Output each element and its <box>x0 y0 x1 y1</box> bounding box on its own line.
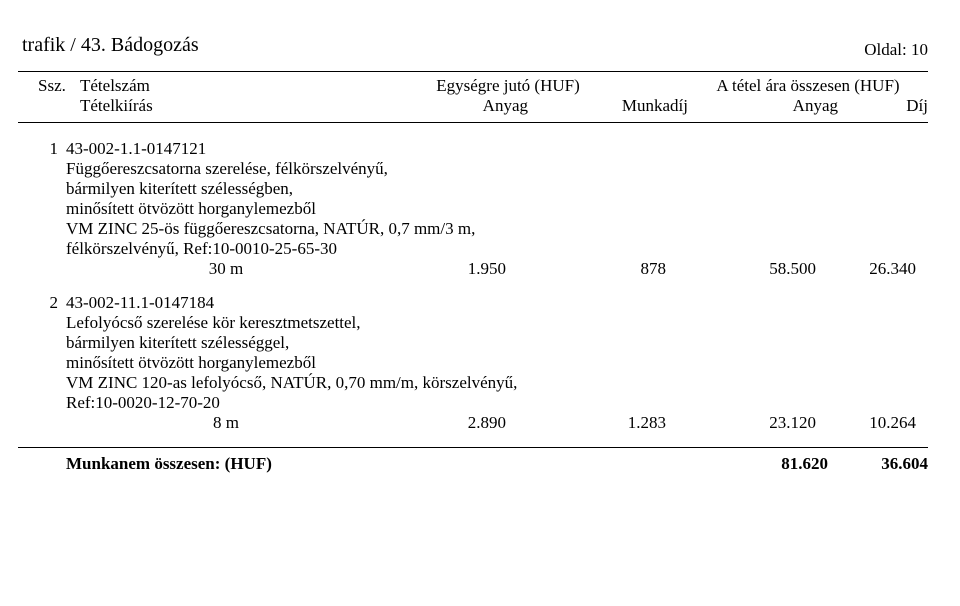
total-anyag2: 81.620 <box>678 454 848 474</box>
item-code: 43-002-11.1-0147184 <box>66 293 214 313</box>
item-desc-line: félkörszelvényű, Ref:10-0010-25-65-30 <box>18 239 928 259</box>
item-desc-line: bármilyen kiterített szélességgel, <box>18 333 928 353</box>
item-desc-line: VM ZINC 25-ös függőereszcsatorna, NATÚR,… <box>18 219 928 239</box>
item-dij: 10.264 <box>836 413 916 433</box>
item-anyag2: 23.120 <box>666 413 836 433</box>
item-desc-line: Ref:10-0020-12-70-20 <box>18 393 928 413</box>
item-anyag2: 58.500 <box>666 259 836 279</box>
item-munkadij: 1.283 <box>526 413 666 433</box>
total-dij: 36.604 <box>848 454 928 474</box>
table-header: Ssz. Tételszám Egységre jutó (HUF) A tét… <box>18 71 928 123</box>
item-desc-line: Lefolyócső szerelése kör keresztmetszett… <box>18 313 928 333</box>
table-header-row-1: Ssz. Tételszám Egységre jutó (HUF) A tét… <box>18 76 928 96</box>
item-desc-line: minősített ötvözött horganylemezből <box>18 199 928 219</box>
total-row: Munkanem összesen: (HUF) 81.620 36.604 <box>18 447 928 474</box>
item-number: 2 <box>18 293 66 313</box>
item-desc-line: minősített ötvözött horganylemezből <box>18 353 928 373</box>
item-qty: 30 m <box>66 259 386 279</box>
item-dij: 26.340 <box>836 259 916 279</box>
item-desc-line: VM ZINC 120-as lefolyócső, NATÚR, 0,70 m… <box>18 373 928 393</box>
item-values: 30 m 1.950 878 58.500 26.340 <box>18 259 928 279</box>
col-anyag-1: Anyag <box>408 96 548 116</box>
item-anyag1: 2.890 <box>386 413 526 433</box>
col-tetelkiiras: Tételkiírás <box>80 96 408 116</box>
page-number: Oldal: 10 <box>864 40 928 60</box>
item-desc-line: Függőereszcsatorna szerelése, félkörszel… <box>18 159 928 179</box>
col-egyseg-label: Egységre jutó (HUF) <box>408 76 608 96</box>
item-munkadij: 878 <box>526 259 666 279</box>
col-anyag-2: Anyag <box>688 96 858 116</box>
col-dij: Díj <box>858 96 928 116</box>
col-tetelszam: Tételszám <box>80 76 408 96</box>
col-munkadij: Munkadíj <box>548 96 688 116</box>
table-row: 1 43-002-1.1-0147121 Függőereszcsatorna … <box>18 139 928 279</box>
table-row: 2 43-002-11.1-0147184 Lefolyócső szerelé… <box>18 293 928 433</box>
item-anyag1: 1.950 <box>386 259 526 279</box>
item-desc-line: bármilyen kiterített szélességben, <box>18 179 928 199</box>
item-values: 8 m 2.890 1.283 23.120 10.264 <box>18 413 928 433</box>
col-ssz: Ssz. <box>18 76 80 96</box>
total-label: Munkanem összesen: (HUF) <box>18 454 678 474</box>
item-number: 1 <box>18 139 66 159</box>
item-qty: 8 m <box>66 413 386 433</box>
table-header-row-2: Tételkiírás Anyag Munkadíj Anyag Díj <box>18 96 928 116</box>
document-title: trafik / 43. Bádogozás <box>22 34 928 57</box>
col-ossz-label: A tétel ára összesen (HUF) <box>688 76 928 96</box>
item-code: 43-002-1.1-0147121 <box>66 139 206 159</box>
